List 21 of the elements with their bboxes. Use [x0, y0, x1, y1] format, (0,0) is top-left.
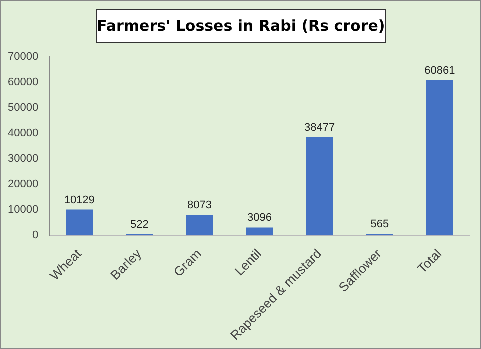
- data-label: 60861: [424, 64, 456, 77]
- bar: [66, 210, 94, 236]
- bar: [186, 215, 214, 236]
- data-label: 3096: [248, 212, 272, 224]
- data-label: 8073: [187, 200, 212, 212]
- data-label: 565: [370, 218, 390, 231]
- y-tick-label: 30000: [8, 153, 39, 166]
- y-tick-label: 0: [32, 230, 39, 242]
- y-tick-label: 50000: [8, 102, 39, 114]
- bar: [426, 80, 454, 236]
- data-label: 38477: [304, 122, 336, 134]
- data-label: 10129: [64, 194, 95, 206]
- y-tick-label: 70000: [8, 51, 39, 64]
- y-tick-label: 60000: [8, 76, 39, 89]
- bar: [246, 228, 274, 236]
- bar: [306, 137, 334, 236]
- y-tick-label: 40000: [8, 128, 39, 140]
- chart-title: Farmers' Losses in Rabi (Rs crore): [96, 9, 386, 43]
- y-tick-label: 10000: [8, 204, 39, 216]
- data-label: 522: [130, 218, 149, 231]
- y-tick-label: 20000: [8, 178, 39, 191]
